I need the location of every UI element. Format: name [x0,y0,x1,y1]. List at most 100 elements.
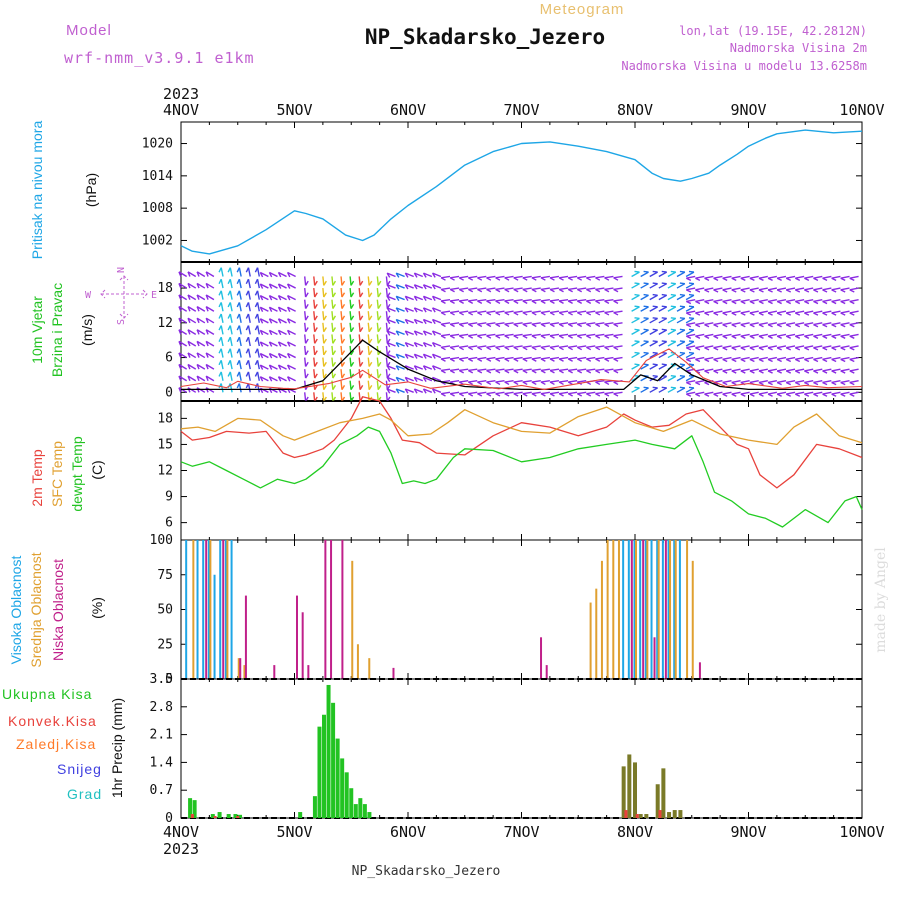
wind-arrow [577,380,587,383]
wind-arrow [205,329,215,335]
wind-arrow-head [341,350,346,356]
wind-arrow [278,294,287,301]
wind-arrow-head [468,381,474,386]
wind-arrow [713,275,723,279]
low-cloud-bar [630,540,633,679]
wind-arrow-head [486,300,492,304]
wind-arrow [613,310,623,314]
wind-arrow-head [458,393,464,397]
wind-arrow [559,380,569,383]
wind-arrow [247,383,251,393]
wind-arrow [386,365,396,370]
wind-arrow-head [314,338,318,344]
wind-arrow-head [679,374,685,378]
wind-arrow [604,333,614,337]
wind-arrow-head [431,353,436,359]
wind-arrow-head [704,381,710,386]
wind-arrow-head [449,335,455,339]
wind-arrow-head [522,393,528,397]
wind-arrow-head [440,358,446,362]
wind-arrow [795,356,805,361]
wind-arrow [432,272,442,278]
wind-arrow-head [643,293,649,296]
wind-arrow [256,279,261,289]
wind-arrow-head [458,369,464,374]
legend-hail: Grad [67,786,102,802]
wind-arrow [559,333,569,337]
wind-arrow [468,310,478,314]
wind-arrow [595,287,605,291]
wind-arrow-head [567,323,573,328]
wind-arrow [269,376,278,382]
wind-arrow-head [341,373,346,379]
wind-arrow-head [218,267,222,273]
wind-arrow [649,283,658,289]
wind-arrow [713,287,723,291]
wind-arrow [568,322,578,325]
wind-arrow-head [634,328,640,331]
wind-arrow-head [661,317,667,320]
wind-arrow [504,287,514,291]
wind-arrow-head [332,327,337,333]
wind-arrow [385,276,389,286]
wind-arrow-head [595,393,601,397]
bottom-date-label: 5NOV [276,823,312,841]
wind-arrow [278,283,287,289]
y-tick-label: 18 [157,411,173,426]
wind-arrow [849,333,859,337]
wind-arrow [568,333,578,337]
wind-arrow-head [661,293,667,296]
wind-arrow [595,380,605,383]
wind-arrow-head [652,351,658,354]
wind-arrow-head [477,346,483,351]
wind-arrow-head [477,277,483,281]
wind-arrow [522,310,532,314]
wind-arrow [685,294,695,301]
wind-arrow [256,267,261,277]
wind-arrow [631,294,640,301]
wind-arrow [313,287,316,298]
wind-arrow [676,340,686,347]
wind-arrow-head [386,330,391,336]
wind-arrow-head [679,282,685,285]
wind-arrow [822,310,832,314]
wind-arrow-head [595,323,601,328]
wind-arrow [340,369,343,379]
wind-arrow [740,380,750,384]
wind-arrow [849,275,859,279]
convective-precip-bar [190,814,194,818]
total-precip-bar [358,798,363,818]
wind-arrow-head [368,303,373,309]
wind-arrow-head [576,335,583,339]
wind-arrow-head [531,369,537,374]
wind-arrow [831,298,841,303]
wind-arrow-head [245,336,250,342]
wind-arrow [577,356,587,360]
wind-arrow [840,275,850,279]
wind-arrow-head [277,272,282,278]
y-tick-label: 0 [165,385,173,400]
wind-arrow-head [305,292,309,298]
wind-arrow [187,340,197,347]
wind-arrow [595,391,605,395]
wind-arrow-head [758,358,764,363]
wind-arrow-head [259,306,264,312]
wind-arrow-head [686,393,692,397]
wind-arrow [459,368,469,372]
wind-arrow-head [468,288,474,293]
temp-2m-title: 2m Temp [29,449,45,507]
wind-arrow [196,340,206,347]
wind-arrow-head [359,385,364,391]
wind-arrow-head [227,325,231,331]
wind-arrow-head [350,292,355,298]
compass-north: N [116,267,127,273]
mid-cloud-bar [669,540,672,679]
total-precip-bar [317,726,322,818]
wind-arrow [604,368,614,372]
y-tick-label: 18 [157,281,173,296]
wind-arrow-head [422,319,427,325]
wind-arrow-head [679,340,685,343]
wind-arrow-head [350,303,355,309]
wind-arrow [385,369,389,379]
wind-arrow [256,302,261,312]
